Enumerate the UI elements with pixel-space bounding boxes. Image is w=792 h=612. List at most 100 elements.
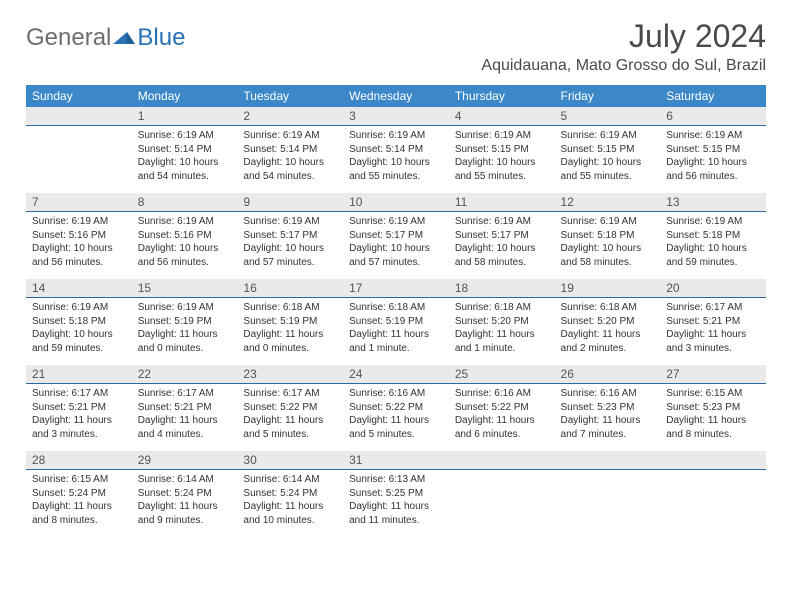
- day-number: 3: [343, 107, 449, 126]
- calendar-cell: 13Sunrise: 6:19 AMSunset: 5:18 PMDayligh…: [660, 193, 766, 279]
- day-sunrise: Sunrise: 6:19 AM: [455, 129, 549, 143]
- calendar-cell: 12Sunrise: 6:19 AMSunset: 5:18 PMDayligh…: [555, 193, 661, 279]
- calendar-row: 28Sunrise: 6:15 AMSunset: 5:24 PMDayligh…: [26, 451, 766, 537]
- day-detail: Sunrise: 6:19 AMSunset: 5:14 PMDaylight:…: [237, 126, 343, 187]
- calendar-cell: 8Sunrise: 6:19 AMSunset: 5:16 PMDaylight…: [132, 193, 238, 279]
- day-number: 30: [237, 451, 343, 470]
- calendar-cell: 27Sunrise: 6:15 AMSunset: 5:23 PMDayligh…: [660, 365, 766, 451]
- day-sunset: Sunset: 5:14 PM: [138, 143, 232, 157]
- logo-text-general: General: [26, 24, 111, 52]
- day-daylight: Daylight: 10 hours and 57 minutes.: [243, 242, 337, 269]
- day-sunrise: Sunrise: 6:19 AM: [32, 301, 126, 315]
- day-sunrise: Sunrise: 6:19 AM: [138, 129, 232, 143]
- calendar-cell: 22Sunrise: 6:17 AMSunset: 5:21 PMDayligh…: [132, 365, 238, 451]
- day-detail: Sunrise: 6:19 AMSunset: 5:15 PMDaylight:…: [555, 126, 661, 187]
- day-sunrise: Sunrise: 6:19 AM: [561, 215, 655, 229]
- day-number: 13: [660, 193, 766, 212]
- calendar-body: 1Sunrise: 6:19 AMSunset: 5:14 PMDaylight…: [26, 107, 766, 537]
- calendar-cell: 2Sunrise: 6:19 AMSunset: 5:14 PMDaylight…: [237, 107, 343, 193]
- day-number: 9: [237, 193, 343, 212]
- day-daylight: Daylight: 10 hours and 59 minutes.: [32, 328, 126, 355]
- weekday-header: Friday: [555, 85, 661, 107]
- day-sunrise: Sunrise: 6:15 AM: [666, 387, 760, 401]
- calendar-cell: 11Sunrise: 6:19 AMSunset: 5:17 PMDayligh…: [449, 193, 555, 279]
- day-daylight: Daylight: 11 hours and 5 minutes.: [243, 414, 337, 441]
- day-sunset: Sunset: 5:18 PM: [666, 229, 760, 243]
- day-sunset: Sunset: 5:22 PM: [349, 401, 443, 415]
- day-daylight: Daylight: 11 hours and 3 minutes.: [666, 328, 760, 355]
- day-number: 19: [555, 279, 661, 298]
- day-detail: Sunrise: 6:19 AMSunset: 5:15 PMDaylight:…: [660, 126, 766, 187]
- day-number: [660, 451, 766, 470]
- day-sunrise: Sunrise: 6:14 AM: [243, 473, 337, 487]
- day-daylight: Daylight: 11 hours and 1 minute.: [349, 328, 443, 355]
- calendar-cell-empty: [449, 451, 555, 537]
- day-number: 4: [449, 107, 555, 126]
- calendar-cell: 10Sunrise: 6:19 AMSunset: 5:17 PMDayligh…: [343, 193, 449, 279]
- day-daylight: Daylight: 11 hours and 0 minutes.: [138, 328, 232, 355]
- day-number: 27: [660, 365, 766, 384]
- calendar-row: 21Sunrise: 6:17 AMSunset: 5:21 PMDayligh…: [26, 365, 766, 451]
- weekday-header: Sunday: [26, 85, 132, 107]
- day-daylight: Daylight: 11 hours and 7 minutes.: [561, 414, 655, 441]
- day-sunrise: Sunrise: 6:16 AM: [349, 387, 443, 401]
- day-sunrise: Sunrise: 6:19 AM: [138, 301, 232, 315]
- header: General Blue July 2024 Aquidauana, Mato …: [26, 18, 766, 81]
- day-daylight: Daylight: 11 hours and 5 minutes.: [349, 414, 443, 441]
- day-number: 20: [660, 279, 766, 298]
- day-number: 15: [132, 279, 238, 298]
- day-sunset: Sunset: 5:16 PM: [32, 229, 126, 243]
- calendar-cell: 20Sunrise: 6:17 AMSunset: 5:21 PMDayligh…: [660, 279, 766, 365]
- day-daylight: Daylight: 10 hours and 56 minutes.: [138, 242, 232, 269]
- day-sunrise: Sunrise: 6:14 AM: [138, 473, 232, 487]
- day-daylight: Daylight: 11 hours and 6 minutes.: [455, 414, 549, 441]
- day-sunset: Sunset: 5:15 PM: [455, 143, 549, 157]
- calendar-cell: 30Sunrise: 6:14 AMSunset: 5:24 PMDayligh…: [237, 451, 343, 537]
- day-sunset: Sunset: 5:15 PM: [666, 143, 760, 157]
- day-sunrise: Sunrise: 6:19 AM: [32, 215, 126, 229]
- weekday-header: Tuesday: [237, 85, 343, 107]
- calendar-cell: 25Sunrise: 6:16 AMSunset: 5:22 PMDayligh…: [449, 365, 555, 451]
- day-number: 11: [449, 193, 555, 212]
- calendar-row: 14Sunrise: 6:19 AMSunset: 5:18 PMDayligh…: [26, 279, 766, 365]
- day-sunrise: Sunrise: 6:18 AM: [561, 301, 655, 315]
- day-detail: Sunrise: 6:18 AMSunset: 5:20 PMDaylight:…: [449, 298, 555, 359]
- day-daylight: Daylight: 11 hours and 8 minutes.: [666, 414, 760, 441]
- day-detail: Sunrise: 6:17 AMSunset: 5:21 PMDaylight:…: [660, 298, 766, 359]
- day-number: 5: [555, 107, 661, 126]
- day-detail: Sunrise: 6:19 AMSunset: 5:17 PMDaylight:…: [343, 212, 449, 273]
- logo-text-blue: Blue: [137, 24, 185, 52]
- day-detail: Sunrise: 6:18 AMSunset: 5:19 PMDaylight:…: [343, 298, 449, 359]
- day-number: 7: [26, 193, 132, 212]
- calendar-cell: 4 Sunrise: 6:19 AMSunset: 5:15 PMDaylight…: [449, 107, 555, 193]
- day-sunset: Sunset: 5:24 PM: [32, 487, 126, 501]
- day-daylight: Daylight: 10 hours and 56 minutes.: [32, 242, 126, 269]
- day-detail: Sunrise: 6:18 AMSunset: 5:19 PMDaylight:…: [237, 298, 343, 359]
- calendar-cell: 1Sunrise: 6:19 AMSunset: 5:14 PMDaylight…: [132, 107, 238, 193]
- day-number: 12: [555, 193, 661, 212]
- day-sunrise: Sunrise: 6:19 AM: [666, 215, 760, 229]
- day-detail: Sunrise: 6:19 AMSunset: 5:16 PMDaylight:…: [132, 212, 238, 273]
- calendar-cell: 26Sunrise: 6:16 AMSunset: 5:23 PMDayligh…: [555, 365, 661, 451]
- day-detail: Sunrise: 6:16 AMSunset: 5:23 PMDaylight:…: [555, 384, 661, 445]
- day-daylight: Daylight: 10 hours and 56 minutes.: [666, 156, 760, 183]
- day-sunset: Sunset: 5:24 PM: [138, 487, 232, 501]
- location: Aquidauana, Mato Grosso do Sul, Brazil: [481, 57, 766, 75]
- day-detail: Sunrise: 6:13 AMSunset: 5:25 PMDaylight:…: [343, 470, 449, 531]
- day-sunset: Sunset: 5:25 PM: [349, 487, 443, 501]
- day-sunrise: Sunrise: 6:13 AM: [349, 473, 443, 487]
- day-daylight: Daylight: 11 hours and 8 minutes.: [32, 500, 126, 527]
- day-number: 16: [237, 279, 343, 298]
- logo-mark-icon: [113, 26, 135, 51]
- calendar-cell: 5Sunrise: 6:19 AMSunset: 5:15 PMDaylight…: [555, 107, 661, 193]
- day-detail: Sunrise: 6:19 AMSunset: 5:17 PMDaylight:…: [449, 212, 555, 273]
- day-detail: Sunrise: 6:18 AMSunset: 5:20 PMDaylight:…: [555, 298, 661, 359]
- day-number: 10: [343, 193, 449, 212]
- calendar-cell: 21Sunrise: 6:17 AMSunset: 5:21 PMDayligh…: [26, 365, 132, 451]
- day-sunrise: Sunrise: 6:15 AM: [32, 473, 126, 487]
- day-daylight: Daylight: 10 hours and 57 minutes.: [349, 242, 443, 269]
- day-detail: Sunrise: 6:19 AMSunset: 5:16 PMDaylight:…: [26, 212, 132, 273]
- day-daylight: Daylight: 10 hours and 55 minutes.: [349, 156, 443, 183]
- day-detail: Sunrise: 6:19 AMSunset: 5:19 PMDaylight:…: [132, 298, 238, 359]
- day-daylight: Daylight: 10 hours and 55 minutes.: [455, 156, 549, 183]
